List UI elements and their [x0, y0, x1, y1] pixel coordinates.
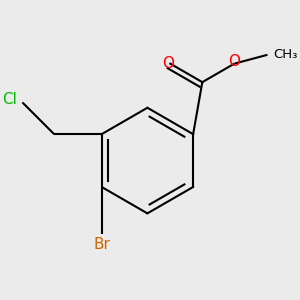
Text: Br: Br	[93, 237, 110, 252]
Text: O: O	[228, 53, 240, 68]
Text: CH₃: CH₃	[273, 48, 297, 61]
Text: Cl: Cl	[2, 92, 17, 107]
Text: O: O	[162, 56, 174, 71]
